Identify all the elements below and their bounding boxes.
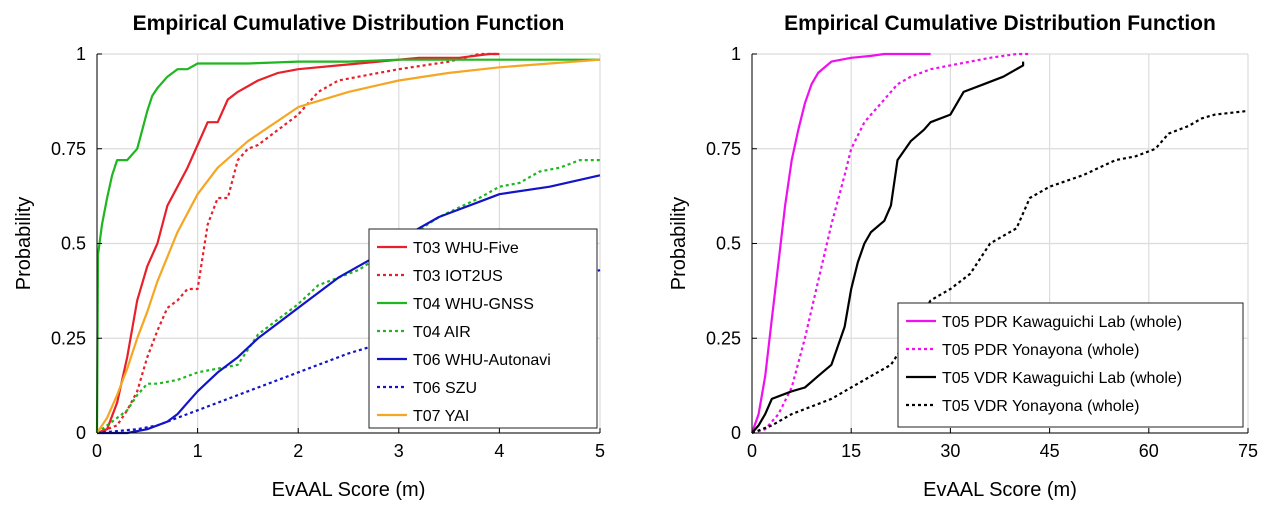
chart-title: Empirical Cumulative Distribution Functi… [133, 12, 565, 35]
y-tick-label: 0.25 [706, 328, 741, 348]
x-tick-label: 0 [747, 441, 757, 461]
series-line-1 [750, 52, 931, 434]
x-tick-label: 5 [595, 441, 605, 461]
x-axis-label: EvAAL Score (m) [272, 479, 426, 501]
x-tick-label: 45 [1040, 441, 1060, 461]
series-line-7 [96, 58, 601, 434]
series-line-4 [751, 109, 1249, 435]
legend: T03 WHU-Five T03 IOT2US T04 WHU-GNSS T04 AI… [368, 228, 598, 429]
x-tick-label: 1 [193, 441, 203, 461]
legend-box [368, 228, 598, 429]
legend-label-1: T03 WHU-Five [413, 240, 519, 257]
chart-title: Empirical Cumulative Distribution Functi… [784, 12, 1216, 35]
y-tick-label: 0.25 [51, 328, 86, 348]
y-tick-label: 0.75 [706, 139, 741, 159]
chart-panel-1: 0 1 2 3 4 5 0 0.25 0.5 0.75 1 Empirical Cumulative … [13, 12, 605, 501]
series-line-2 [96, 52, 500, 435]
legend: T05 PDR Kawaguichi Lab (whole) T05 PDR Yo… [897, 302, 1244, 428]
x-tick-label: 30 [940, 441, 960, 461]
y-tick-label: 0 [76, 423, 86, 443]
legend-label-6: T06 SZU [413, 380, 477, 397]
y-tick-label: 0.5 [716, 234, 741, 254]
series-line-3 [751, 61, 1025, 434]
y-tick-label: 0.5 [61, 234, 86, 254]
series-line-4 [96, 159, 600, 434]
chart-panel-2: 0 15 30 45 60 75 0 0.25 0.5 0.75 1 Empirical Cumula… [668, 12, 1258, 501]
x-axis-label: EvAAL Score (m) [923, 479, 1077, 501]
x-tick-label: 0 [92, 441, 102, 461]
series-line-2 [751, 52, 1030, 435]
legend-label-2: T05 PDR Yonayona (whole) [942, 342, 1139, 359]
y-axis-label: Probability [668, 197, 690, 290]
x-tick-label: 15 [841, 441, 861, 461]
legend-box [897, 302, 1244, 428]
y-tick-label: 0.75 [51, 139, 86, 159]
legend-label-4: T05 VDR Yonayona (whole) [942, 398, 1139, 415]
legend-label-3: T04 WHU-GNSS [413, 296, 534, 313]
y-tick-label: 1 [76, 44, 86, 64]
legend-label-1: T05 PDR Kawaguichi Lab (whole) [942, 314, 1182, 331]
x-tick-label: 3 [394, 441, 404, 461]
legend-label-5: T06 WHU-Autonavi [413, 352, 551, 369]
legend-label-7: T07 YAI [413, 408, 469, 425]
x-tick-label: 4 [494, 441, 504, 461]
legend-label-2: T03 IOT2US [413, 268, 503, 285]
x-tick-label: 2 [293, 441, 303, 461]
series-line-5 [97, 174, 601, 435]
x-tick-label: 60 [1139, 441, 1159, 461]
legend-label-4: T04 AIR [413, 324, 471, 341]
legend-label-3: T05 VDR Kawaguichi Lab (whole) [942, 370, 1182, 387]
y-tick-label: 0 [731, 423, 741, 443]
x-tick-label: 75 [1238, 441, 1258, 461]
y-axis-label: Probability [13, 197, 35, 290]
y-tick-label: 1 [731, 44, 741, 64]
series-line-3 [95, 58, 600, 434]
